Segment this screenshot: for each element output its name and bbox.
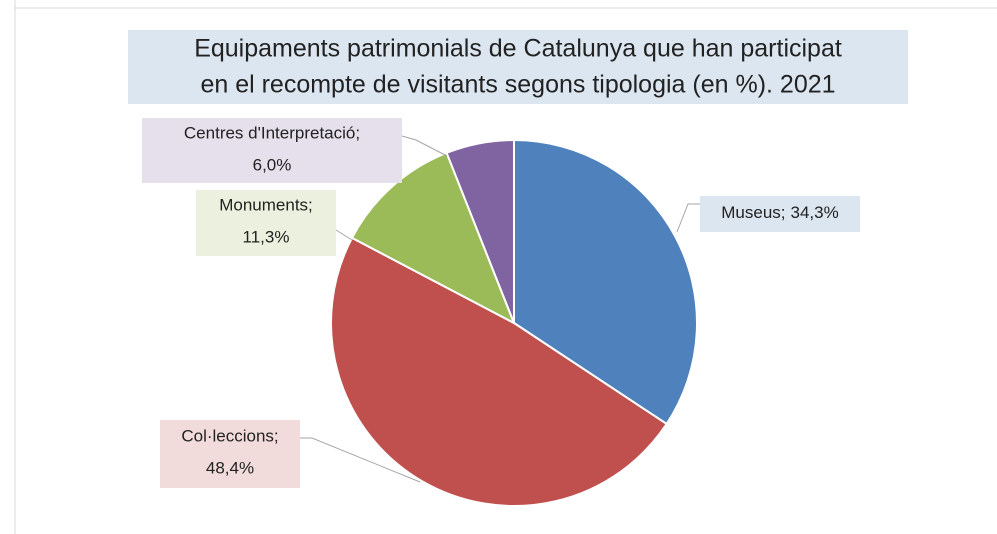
data-label: Museus; 34,3%	[721, 203, 838, 222]
leader-line	[335, 229, 353, 241]
value-label: 6,0%	[253, 155, 292, 174]
value-label: 11,3%	[243, 227, 290, 246]
category-label: Monuments;	[219, 195, 313, 214]
title-box	[128, 30, 908, 104]
leader-line	[401, 135, 448, 157]
category-label: Col·leccions;	[181, 426, 278, 445]
category-label: Centres d'Interpretació;	[184, 123, 360, 142]
label-box	[160, 420, 300, 488]
leader-line	[676, 203, 700, 233]
value-label: 48,4%	[206, 458, 254, 477]
label-box	[196, 190, 336, 256]
value-label: 34,3%	[791, 203, 839, 222]
chart-title: Equipaments patrimonials de Catalunya qu…	[194, 35, 842, 63]
label-box	[700, 196, 860, 232]
label-box	[142, 118, 402, 183]
pie-slice	[330, 236, 669, 507]
pie-slice	[445, 138, 515, 324]
pie-slice	[350, 151, 516, 326]
chart-title: en el recompte de visitants segons tipol…	[200, 71, 835, 99]
category-label: Museus;	[721, 203, 785, 222]
leader-line	[300, 437, 421, 483]
